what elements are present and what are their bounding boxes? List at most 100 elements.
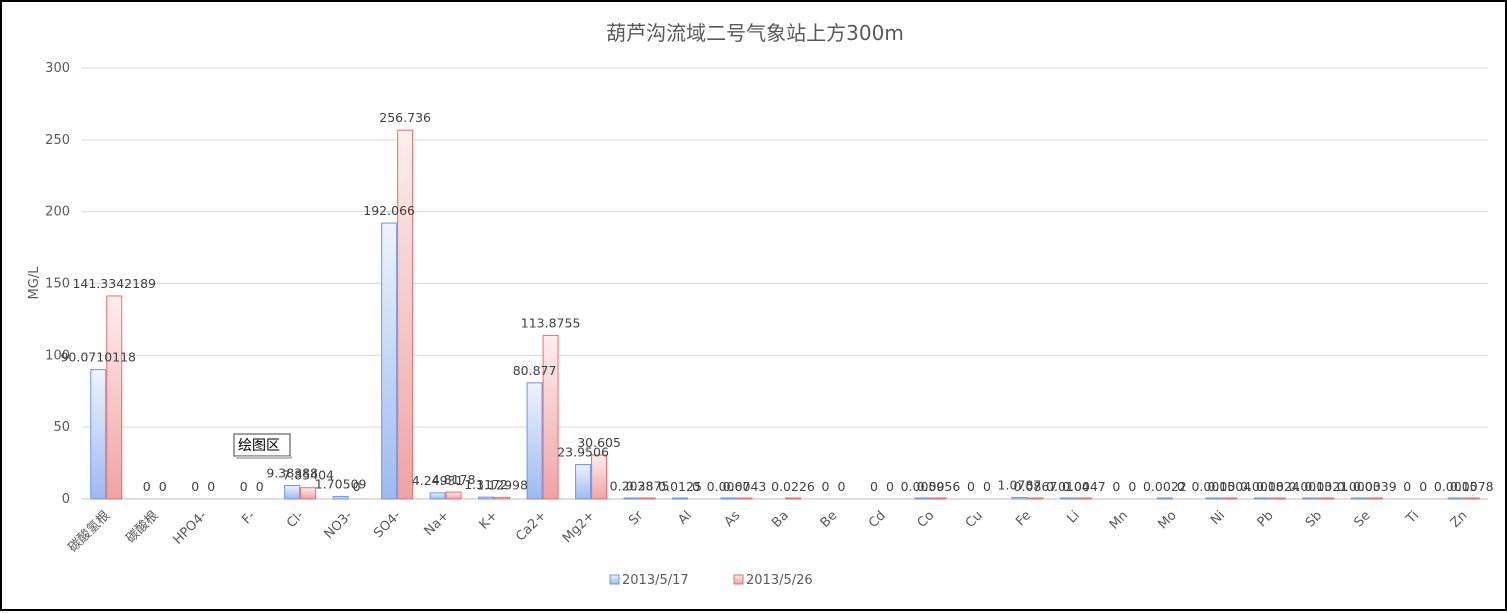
- y-tick-label: 50: [53, 420, 70, 435]
- data-label: 0.0022: [1143, 479, 1187, 494]
- data-label: 0.0039: [1353, 479, 1397, 494]
- bar-series2: [397, 129, 414, 500]
- y-axis-ticks: 0 50 100 150 200 250 300: [45, 61, 70, 507]
- data-label: 0: [191, 479, 199, 494]
- x-category-label: HPO4-: [171, 508, 211, 548]
- data-label: 113.8755: [521, 315, 581, 330]
- data-label: 192.066: [363, 203, 415, 218]
- bar-series2: [1027, 497, 1044, 500]
- bar-series2: [445, 491, 462, 500]
- bar-series1: [720, 497, 737, 500]
- x-category-label: Mn: [1107, 508, 1131, 532]
- legend[interactable]: 2013/5/17 2013/5/26: [609, 573, 813, 588]
- data-label: 0: [1419, 479, 1427, 494]
- bar-series1: [1302, 497, 1319, 500]
- bar-series2: [542, 334, 559, 500]
- legend-swatch: [609, 574, 620, 585]
- legend-swatch: [733, 574, 744, 585]
- data-label: 0.0867: [1014, 479, 1058, 494]
- data-label: 0: [1128, 479, 1136, 494]
- data-label: 0.0003: [1337, 479, 1381, 494]
- bar-series1: [526, 382, 543, 500]
- bar-series1: [478, 496, 495, 500]
- bar-series1: [381, 222, 398, 500]
- x-category-label: Cd: [866, 508, 889, 531]
- x-category-label: Se: [1352, 508, 1374, 530]
- bar-series2: [785, 497, 801, 500]
- x-category-label: Al: [675, 508, 694, 527]
- data-label: 0: [256, 479, 264, 494]
- data-label: 1.70509: [315, 477, 367, 492]
- data-label: 0: [143, 479, 151, 494]
- data-label: 0.0015: [1191, 479, 1235, 494]
- bar-series1: [1011, 496, 1028, 500]
- x-category-label: Sb: [1303, 508, 1325, 530]
- plot-area-tooltip: 绘图区: [233, 433, 292, 459]
- gridlines: [82, 67, 1488, 500]
- x-category-label: 碳酸根: [123, 508, 161, 546]
- data-label: 0.0226: [771, 479, 815, 494]
- data-label: 256.736: [379, 110, 431, 125]
- x-category-label: Mg2+: [560, 508, 598, 546]
- data-label: 0: [967, 479, 975, 494]
- data-label: 0: [983, 479, 991, 494]
- data-label: 0.0104: [1046, 479, 1090, 494]
- x-category-label: K+: [477, 508, 501, 532]
- y-tick-label: 250: [45, 133, 70, 148]
- data-label: 1.12998: [476, 477, 528, 492]
- bar-series1: [90, 369, 107, 500]
- bar-series2: [1221, 497, 1238, 500]
- bar-series2: [494, 496, 511, 500]
- data-label: 0.0047: [1062, 479, 1106, 494]
- x-category-label: F-: [239, 508, 258, 527]
- bar-series2: [1366, 497, 1383, 500]
- data-label: 0.0021: [1304, 479, 1348, 494]
- x-category-label: NO3-: [322, 508, 356, 542]
- data-label: 0: [870, 479, 878, 494]
- y-tick-label: 300: [45, 61, 70, 76]
- bar-series1: [672, 497, 689, 500]
- data-label: 0.0024: [1256, 479, 1300, 494]
- data-label: 0: [822, 479, 830, 494]
- bar-series2: [106, 295, 123, 500]
- y-axis-title: MG/L: [27, 266, 42, 300]
- tooltip-text: 绘图区: [238, 438, 280, 454]
- bar-series1: [1205, 497, 1222, 500]
- x-category-label: Cu: [963, 508, 986, 531]
- bars: [90, 129, 1480, 500]
- tooltip-shadow: [236, 456, 292, 459]
- x-category-label: 碳酸氢根: [66, 508, 113, 555]
- data-label: 0.2875: [626, 479, 670, 494]
- legend-label: 2013/5/26: [746, 573, 813, 588]
- bar-series1: [1059, 497, 1076, 500]
- x-category-label: Co: [915, 508, 938, 531]
- data-label: 0.0056: [917, 479, 961, 494]
- bar-series1: [1253, 497, 1270, 500]
- x-category-label: Na+: [422, 508, 453, 539]
- bar-series2: [1075, 497, 1092, 500]
- bar-series1: [284, 485, 301, 500]
- y-tick-label: 0: [62, 492, 70, 507]
- bar-series1: [1447, 497, 1464, 500]
- data-label: 0.0067: [707, 479, 751, 494]
- data-label: 0.0004: [1207, 479, 1251, 494]
- data-label: 0.0013: [1288, 479, 1332, 494]
- bar-series1: [1350, 497, 1367, 500]
- data-label: 0: [240, 479, 248, 494]
- y-tick-label: 200: [45, 205, 70, 220]
- data-label: 0: [159, 479, 167, 494]
- x-category-label: Mo: [1156, 508, 1180, 532]
- data-label: 0.2038: [610, 479, 654, 494]
- data-label: 1.3172: [464, 477, 508, 492]
- bar-series2: [591, 454, 608, 500]
- y-tick-label: 150: [45, 277, 70, 292]
- data-label: 0: [838, 479, 846, 494]
- x-category-label: Be: [818, 508, 841, 531]
- bar-series2: [930, 497, 947, 500]
- x-category-label: Pb: [1255, 508, 1277, 530]
- data-label: 0: [353, 479, 361, 494]
- data-label: 1.0787: [998, 477, 1042, 492]
